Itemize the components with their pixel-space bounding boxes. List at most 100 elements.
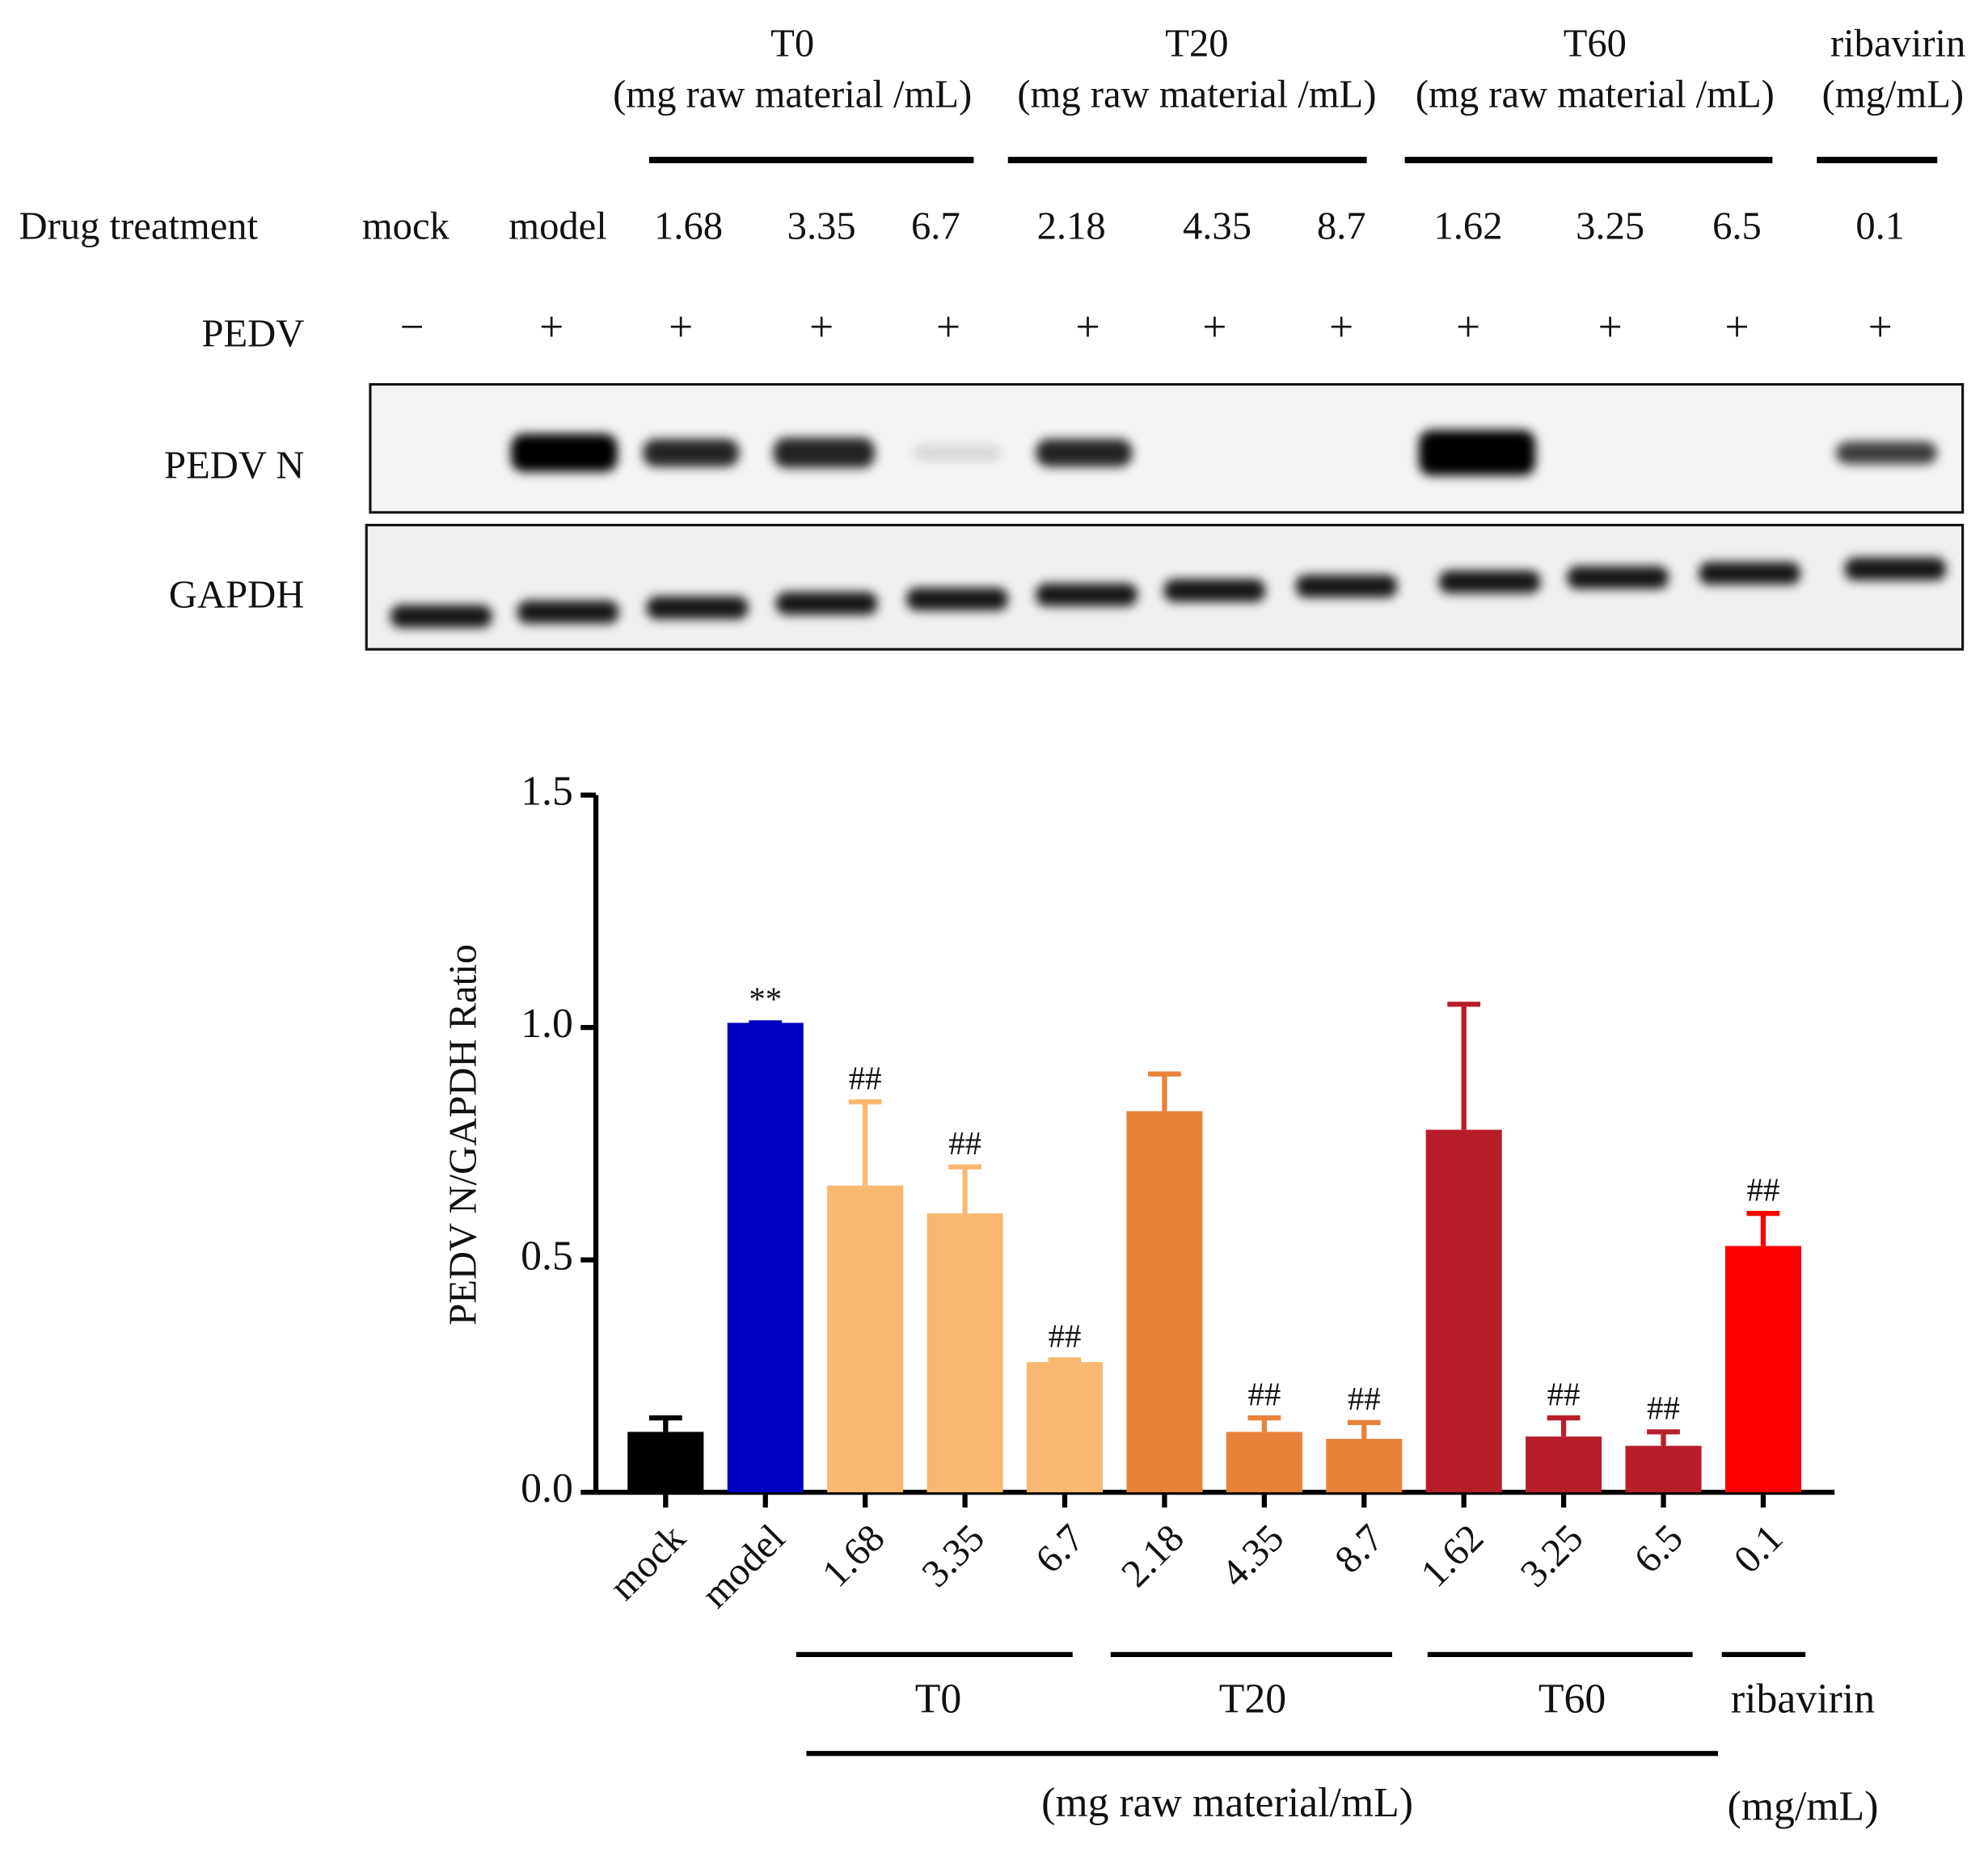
group-unit: (mg/mL) [1822,72,1965,116]
group-unit: (mg raw material /mL) [1416,72,1775,116]
x-tick-label: 1.62 [1412,1516,1492,1595]
virus-sign: + [809,302,834,351]
treatment: mock [362,204,450,247]
bar [1126,1111,1203,1493]
group-name: T20 [1165,22,1228,65]
x-tick-label: 0.1 [1725,1516,1791,1581]
x-tick-label: 3.35 [914,1516,993,1595]
group-unit: (mg raw material /mL) [1017,72,1376,116]
band [1295,575,1398,598]
virus-sign: + [1724,302,1749,351]
band [1844,557,1947,580]
bar [1425,1129,1502,1493]
group-name: T60 [1564,22,1627,65]
treatment: 1.62 [1433,204,1502,247]
virus-sign: + [1456,302,1480,351]
virus-sign: + [1202,302,1226,351]
bar [627,1432,704,1493]
bar [926,1213,1003,1493]
band-label: GAPDH [169,573,304,617]
bar [827,1185,904,1493]
band [643,438,740,467]
significance: ## [1247,1376,1281,1412]
band-label: PEDV N [164,444,304,487]
group-label: T0 [915,1676,962,1722]
y-tick-label: 0.0 [521,1465,573,1512]
bar [1326,1439,1403,1493]
band [1036,438,1133,467]
unit-label: (mg/mL) [1728,1784,1879,1830]
unit-label: (mg raw material/mL) [1041,1780,1413,1826]
treatment: 2.18 [1037,204,1106,247]
bar [1226,1432,1302,1493]
group-label: T20 [1219,1676,1286,1722]
treatment: 3.35 [787,204,856,247]
virus-sign: + [1329,302,1353,351]
group-label: T60 [1538,1676,1606,1722]
y-axis-label: PEDV N/GAPDH Ratio [441,944,484,1326]
group-label: ribavirin [1731,1676,1875,1722]
significance: ## [1647,1390,1680,1427]
group-unit: (mg raw material /mL) [613,72,972,116]
treatment: 6.7 [911,204,960,247]
bar [1724,1246,1801,1493]
band [1036,583,1138,606]
band [1835,441,1938,465]
band [1163,579,1266,602]
x-tick-label: 1.68 [813,1516,893,1595]
bar [1026,1362,1104,1493]
virus-sign: + [936,302,960,351]
treatment: 1.68 [654,204,723,247]
treatment: 6.5 [1712,204,1762,247]
band [1567,566,1669,589]
treatment: 0.1 [1855,204,1905,247]
treatment: 3.25 [1576,204,1644,247]
x-tick-label: 6.7 [1027,1516,1092,1581]
x-tick-label: 2.18 [1113,1516,1192,1595]
y-tick-label: 0.5 [521,1234,573,1280]
treatment: 4.35 [1183,204,1251,247]
significance: ## [1547,1376,1581,1412]
virus-sign: − [400,302,424,351]
treatment-label: Drug treatment [19,204,259,247]
y-tick-label: 1.0 [521,1001,573,1047]
significance: ## [1747,1171,1780,1208]
band [517,601,619,624]
band [1438,570,1541,593]
bar [1526,1436,1602,1493]
group-name: ribavirin [1830,22,1965,65]
x-tick-label: 4.35 [1213,1516,1292,1595]
significance: ## [1049,1318,1082,1355]
band [906,588,1008,611]
band [511,433,618,472]
x-tick-label: model [693,1516,793,1616]
virus-sign: + [1598,302,1623,351]
band [1418,429,1536,476]
treatment: model [509,204,607,247]
significance: ## [849,1060,882,1096]
virus-label: PEDV [201,312,304,356]
band [390,605,492,628]
virus-sign: + [1868,302,1893,351]
group-name: T0 [770,22,814,65]
virus-sign: + [1076,302,1100,351]
band [1699,562,1800,585]
band [775,592,878,615]
x-tick-label: 3.25 [1512,1516,1591,1595]
band [773,437,876,469]
y-tick-label: 1.5 [521,769,573,815]
significance: ## [948,1125,981,1162]
band [646,596,749,619]
band [913,445,1002,461]
treatment: 8.7 [1317,204,1366,247]
virus-sign: + [669,302,693,351]
bar [727,1023,804,1493]
x-tick-label: mock [601,1516,694,1609]
bar [1625,1445,1702,1493]
x-tick-label: 8.7 [1327,1516,1392,1581]
blot-panel [369,382,1965,514]
x-tick-label: 6.5 [1626,1516,1691,1581]
significance: ## [1348,1381,1381,1417]
